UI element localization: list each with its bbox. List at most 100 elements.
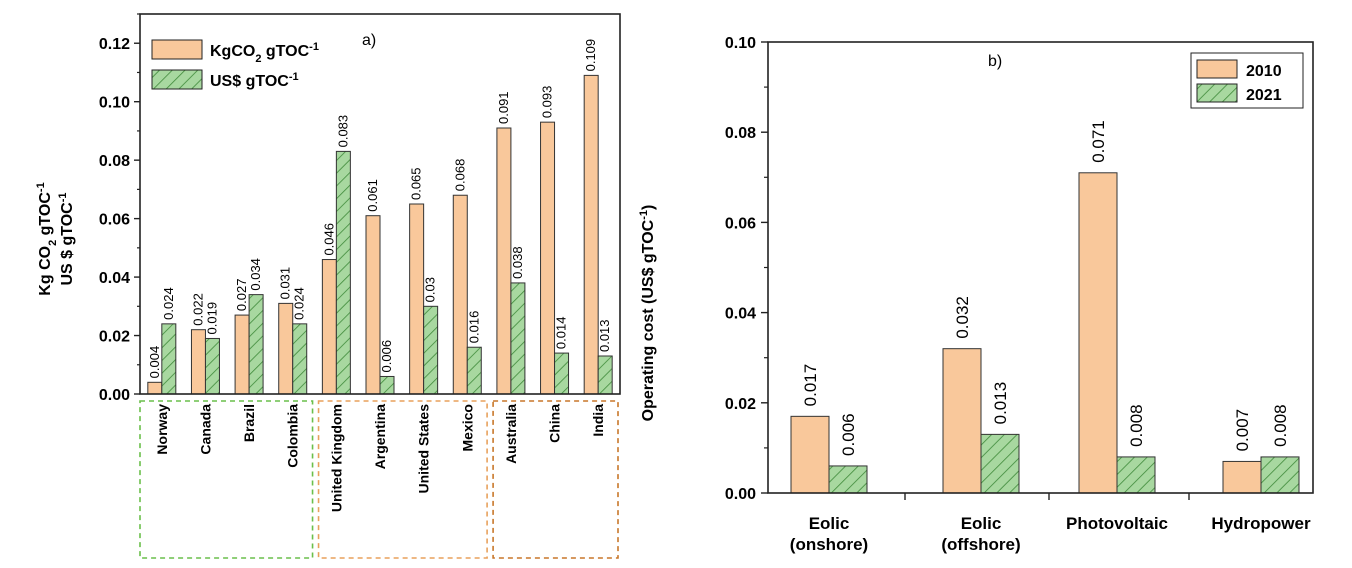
panel-a-plot-frame [139,13,621,395]
panel-a-ylabel-usd: US $ gTOC-1 [57,192,76,285]
y-tick-label: 0.00 [99,387,130,404]
category-label-eolic-offshore: Eolic [961,514,1002,533]
bar-co2-united-kingdom [321,259,337,395]
category-label-united-kingdom: United Kingdom [328,404,344,512]
legend-label-co2: KgCO2 gTOC-1 [210,41,319,65]
category-label-australia: Australia [503,404,519,464]
bar-usd-argentina [379,375,395,395]
group-box-2 [317,400,488,559]
data-label-co2-colombia: 0.031 [278,267,293,300]
data-label-usd-norway: 0.024 [161,287,176,320]
data-label-co2-argentina: 0.061 [365,179,380,212]
label-rest: gTOC [37,192,54,240]
chart-panel-b: 0.017 0.006 0.032 0.013 0.071 0.008 0.007 0.008… [638,35,1314,554]
data-label-2021-hydropower: 0.008 [1271,404,1290,447]
data-label-2010-photovoltaic: 0.071 [1089,120,1108,163]
y-tick-label: 0.06 [99,212,130,229]
y-tick-label: 0.04 [99,270,130,287]
legend-swatch-usd [151,69,203,90]
bar-co2-brazil [234,314,250,395]
data-label-2010-eolic-onshore: 0.017 [801,364,820,407]
data-label-usd-canada: 0.019 [204,302,219,335]
data-label-co2-china: 0.093 [540,86,555,119]
category-label-brazil: Brazil [241,404,257,442]
data-label-usd-australia: 0.038 [510,246,525,279]
label-rest: gTOC [261,43,309,60]
label-sup: -1 [638,210,650,220]
bar-co2-mexico [452,194,468,395]
data-label-co2-mexico: 0.068 [452,159,467,192]
data-label-usd-china: 0.014 [554,317,569,350]
bar-co2-india [583,74,599,395]
bar-usd-colombia [292,323,308,395]
legend-swatch-2010 [1196,59,1238,79]
category-label-mexico: Mexico [459,404,475,451]
data-label-co2-norway: 0.004 [147,346,162,379]
panel-a-ylabel-co2: Kg CO2 gTOC-1 [35,182,59,295]
y-tick-label: 0.00 [725,486,756,503]
y-tick-label: 0.10 [725,35,756,52]
panel-a-label: a) [362,32,376,49]
bar-co2-canada [190,329,206,395]
panel-a-ylabel-co2-text: Kg CO2 gTOC-1 [35,182,59,295]
legend-label-2021: 2021 [1246,87,1282,104]
bar-usd-australia [510,282,526,395]
data-label-2010-hydropower: 0.007 [1233,409,1252,452]
category-label-norway: Norway [154,404,170,455]
category-label-canada: Canada [197,404,213,455]
bar-2010-hydropower [1222,460,1262,494]
panel-a-legend: KgCO2 gTOC-1 US$ gTOC-1 [151,39,319,90]
bar-2021-eolic-offshore [980,433,1020,494]
bar-co2-norway [147,381,163,395]
data-label-co2-brazil: 0.027 [234,279,249,312]
panel-b-ylabel-text: Operating cost (US$ gTOC-1) [638,205,657,422]
category-label-eolic-onshore-line2: (onshore) [790,535,868,554]
label-sup: -1 [57,192,69,202]
data-label-usd-argentina: 0.006 [379,340,394,373]
label-sup: -1 [309,41,319,53]
data-label-2021-photovoltaic: 0.008 [1127,404,1146,447]
panel-a-ylabel-usd-text: US $ gTOC-1 [57,192,76,285]
bar-co2-colombia [278,302,294,395]
bar-2010-eolic-onshore [790,415,830,494]
bar-usd-china [554,352,570,395]
bar-usd-norway [161,323,177,395]
category-label-argentina: Argentina [372,404,388,470]
data-label-co2-united-states: 0.065 [409,167,424,200]
panel-b-ylabel: Operating cost (US$ gTOC-1) [638,205,657,422]
group-box-1 [139,400,314,559]
bar-co2-argentina [365,215,381,395]
bar-usd-united-states [423,305,439,395]
bar-2021-eolic-onshore [828,465,868,494]
label-main: US$ gTOC [210,73,289,90]
bar-usd-mexico [466,346,482,395]
y-tick-label: 0.06 [725,215,756,232]
y-tick-label: 0.12 [99,36,130,53]
data-label-2021-eolic-onshore: 0.006 [839,413,858,456]
data-label-usd-india: 0.013 [597,319,612,352]
bar-co2-china [540,121,556,395]
label-sub: 2 [47,240,59,246]
data-label-co2-india: 0.109 [583,39,598,72]
category-label-eolic-onshore: Eolic [809,514,850,533]
bar-usd-canada [204,337,220,395]
category-label-hydropower: Hydropower [1211,514,1311,533]
label-sub: 2 [255,53,261,65]
bar-2021-photovoltaic [1116,456,1156,494]
bar-usd-india [597,355,613,395]
bar-2010-photovoltaic [1078,172,1118,494]
bar-2010-eolic-offshore [942,348,982,494]
legend-swatch-2021 [1196,83,1238,103]
category-label-photovoltaic: Photovoltaic [1066,514,1168,533]
legend-swatch-co2 [151,39,203,60]
data-label-2021-eolic-offshore: 0.013 [991,382,1010,425]
y-tick-label: 0.02 [99,329,130,346]
panel-b-legend: 2010 2021 [1190,52,1304,109]
category-label-colombia: Colombia [285,404,301,468]
data-label-co2-united-kingdom: 0.046 [321,223,336,256]
bar-2021-hydropower [1260,456,1300,494]
category-label-india: India [590,404,606,437]
legend-label-usd: US$ gTOC-1 [210,71,299,90]
label-main: Operating cost (US$ gTOC [640,219,657,421]
